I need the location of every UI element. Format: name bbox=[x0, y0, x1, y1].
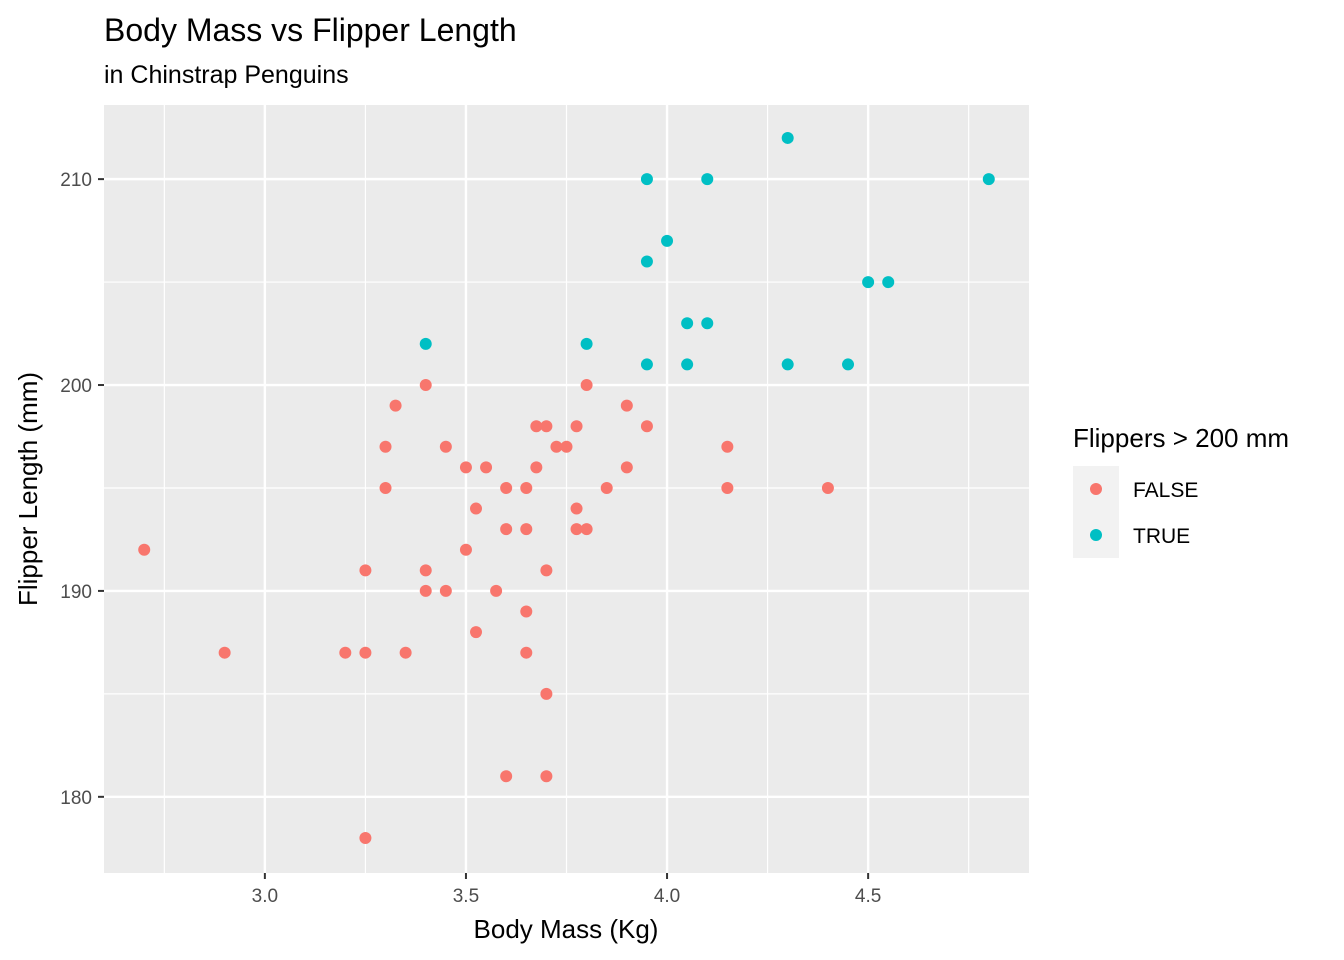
y-tick-label: 210 bbox=[60, 170, 92, 191]
data-point-false bbox=[419, 564, 432, 577]
data-point-true bbox=[580, 337, 593, 350]
data-point-true bbox=[862, 276, 875, 289]
data-point-true bbox=[681, 317, 694, 330]
y-axis-label: Flipper Length (mm) bbox=[13, 372, 43, 606]
data-point-true bbox=[419, 337, 432, 350]
data-point-true bbox=[781, 131, 794, 144]
legend-label-true: TRUE bbox=[1133, 525, 1190, 548]
chart-subtitle: in Chinstrap Penguins bbox=[104, 61, 349, 89]
data-point-false bbox=[419, 379, 432, 392]
data-point-false bbox=[359, 646, 372, 659]
x-axis-label: Body Mass (Kg) bbox=[474, 914, 659, 944]
chart-title: Body Mass vs Flipper Length bbox=[104, 12, 517, 48]
legend: Flippers > 200 mm FALSE TRUE bbox=[1073, 423, 1289, 558]
data-point-false bbox=[570, 523, 583, 536]
data-point-false bbox=[821, 481, 834, 494]
data-point-false bbox=[520, 605, 533, 618]
data-point-false bbox=[339, 646, 352, 659]
data-points bbox=[138, 131, 995, 844]
data-point-false bbox=[419, 584, 432, 597]
x-axis-ticks: 3.0 3.5 4.0 4.5 bbox=[252, 873, 881, 907]
data-point-true bbox=[640, 358, 653, 371]
data-point-false bbox=[570, 420, 583, 433]
data-point-false bbox=[480, 461, 493, 474]
data-point-false bbox=[439, 440, 452, 453]
data-point-false bbox=[540, 770, 553, 783]
legend-key-true bbox=[1090, 529, 1102, 541]
data-point-false bbox=[721, 481, 734, 494]
data-point-false bbox=[560, 440, 573, 453]
data-point-false bbox=[359, 831, 372, 844]
data-point-false bbox=[359, 564, 372, 577]
x-tick-label: 3.0 bbox=[252, 886, 278, 907]
y-tick-label: 180 bbox=[60, 788, 92, 809]
data-point-false bbox=[520, 646, 533, 659]
data-point-false bbox=[530, 420, 543, 433]
data-point-false bbox=[500, 523, 513, 536]
data-point-true bbox=[701, 317, 714, 330]
data-point-true bbox=[882, 276, 895, 289]
data-point-false bbox=[550, 440, 563, 453]
data-point-false bbox=[459, 543, 472, 556]
legend-label-false: FALSE bbox=[1133, 479, 1198, 502]
data-point-false bbox=[620, 399, 633, 412]
data-point-false bbox=[620, 461, 633, 474]
data-point-true bbox=[640, 255, 653, 268]
data-point-false bbox=[399, 646, 412, 659]
data-point-false bbox=[640, 420, 653, 433]
data-point-false bbox=[218, 646, 231, 659]
data-point-false bbox=[540, 420, 553, 433]
data-point-true bbox=[781, 358, 794, 371]
data-point-false bbox=[470, 502, 483, 515]
x-tick-label: 3.5 bbox=[453, 886, 479, 907]
data-point-true bbox=[661, 234, 674, 247]
x-tick-label: 4.0 bbox=[654, 886, 680, 907]
data-point-false bbox=[379, 481, 392, 494]
data-point-false bbox=[520, 481, 533, 494]
x-tick-label: 4.5 bbox=[855, 886, 881, 907]
y-tick-label: 190 bbox=[60, 582, 92, 603]
data-point-false bbox=[721, 440, 734, 453]
data-point-false bbox=[379, 440, 392, 453]
data-point-true bbox=[640, 173, 653, 186]
data-point-true bbox=[701, 173, 714, 186]
data-point-false bbox=[490, 584, 503, 597]
data-point-false bbox=[540, 687, 553, 700]
data-point-true bbox=[842, 358, 855, 371]
data-point-false bbox=[540, 564, 553, 577]
data-point-false bbox=[580, 379, 593, 392]
data-point-false bbox=[600, 481, 613, 494]
major-gridlines bbox=[104, 105, 1029, 873]
data-point-false bbox=[520, 523, 533, 536]
data-point-false bbox=[500, 770, 513, 783]
data-point-false bbox=[439, 584, 452, 597]
data-point-false bbox=[470, 626, 483, 639]
y-tick-label: 200 bbox=[60, 376, 92, 397]
data-point-false bbox=[459, 461, 472, 474]
data-point-false bbox=[530, 461, 543, 474]
data-point-false bbox=[570, 502, 583, 515]
data-point-false bbox=[580, 523, 593, 536]
minor-gridlines bbox=[104, 105, 1029, 873]
legend-key-false bbox=[1090, 483, 1102, 495]
data-point-true bbox=[982, 173, 995, 186]
y-axis-ticks: 180 190 200 210 bbox=[60, 170, 104, 809]
data-point-true bbox=[681, 358, 694, 371]
data-point-false bbox=[138, 543, 151, 556]
legend-title: Flippers > 200 mm bbox=[1073, 423, 1289, 453]
data-point-false bbox=[500, 481, 513, 494]
data-point-false bbox=[389, 399, 402, 412]
